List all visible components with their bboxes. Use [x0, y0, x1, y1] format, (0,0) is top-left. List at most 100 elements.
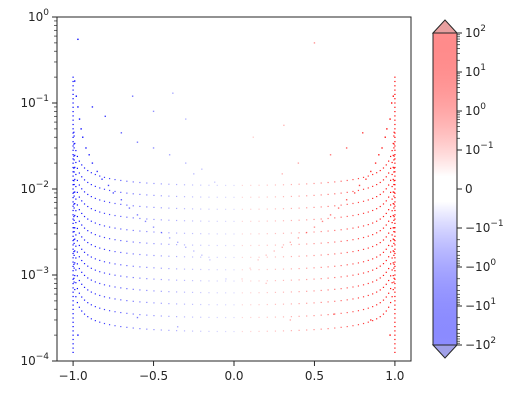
edge-point	[394, 313, 396, 315]
curve-point	[393, 155, 395, 157]
curve-point	[385, 176, 387, 178]
curve-point	[183, 303, 186, 305]
curve-point	[168, 232, 170, 234]
curve-point	[216, 196, 218, 198]
curve-point	[103, 272, 106, 274]
edge-point	[72, 80, 74, 83]
curve-point	[87, 241, 89, 244]
curve-point	[120, 215, 122, 218]
scatter-point	[249, 267, 251, 269]
data-points	[72, 38, 396, 353]
curve-point	[168, 303, 170, 305]
curve-point	[81, 310, 83, 312]
curve-point	[392, 178, 394, 181]
curve-point	[153, 302, 155, 304]
curve-point	[75, 296, 77, 298]
y-tick-label: 10−4	[20, 352, 49, 368]
curve-point	[388, 160, 390, 162]
curve-point	[391, 185, 393, 188]
curve-point	[225, 256, 227, 259]
curve-point	[320, 301, 322, 304]
scatter-point	[209, 259, 211, 261]
scatter-point	[289, 241, 292, 243]
curve-point	[391, 269, 393, 271]
curve-point	[362, 322, 365, 325]
edge-point	[394, 111, 396, 113]
edge-point	[72, 248, 74, 250]
curve-point	[87, 169, 89, 172]
edge-point	[72, 244, 74, 246]
curve-point	[75, 198, 77, 200]
curve-point	[372, 320, 374, 322]
curve-point	[393, 267, 395, 269]
y-tick-label: 10−2	[20, 180, 49, 196]
curve-point	[357, 262, 360, 264]
curve-point	[73, 167, 75, 169]
curve-point	[81, 271, 83, 273]
curve-point	[120, 287, 122, 289]
edge-point	[394, 192, 396, 194]
curve-point	[225, 280, 227, 282]
curve-point	[132, 205, 134, 207]
curve-point	[250, 184, 252, 186]
edge-point	[72, 136, 74, 138]
curve-point	[83, 263, 86, 265]
curve-point	[126, 312, 128, 314]
curve-point	[108, 310, 111, 312]
curve-point	[340, 312, 342, 314]
curve-point	[391, 296, 393, 298]
curve-point	[126, 288, 128, 290]
curve-point	[225, 292, 227, 294]
curve-point	[376, 196, 378, 198]
curve-point	[191, 208, 194, 210]
curve-point	[388, 244, 390, 247]
curve-point	[372, 258, 374, 260]
curve-point	[282, 196, 285, 198]
edge-point	[394, 197, 396, 199]
edge-point	[394, 205, 396, 207]
curve-point	[233, 280, 235, 282]
curve-point	[393, 203, 395, 205]
curve-point	[250, 220, 252, 222]
curve-point	[376, 291, 378, 293]
curve-point	[385, 236, 387, 238]
edge-point	[72, 115, 74, 117]
curve-point	[320, 206, 322, 208]
curve-point	[75, 257, 77, 259]
curve-point	[126, 229, 128, 231]
curve-point	[362, 296, 365, 298]
edge-point	[394, 295, 396, 298]
curve-point	[183, 256, 186, 258]
curve-point	[216, 269, 218, 271]
curve-point	[183, 220, 186, 222]
curve-point	[78, 220, 80, 222]
curve-point	[393, 171, 395, 173]
scatter-point	[77, 106, 79, 108]
curve-point	[108, 177, 111, 180]
curve-point	[334, 300, 336, 302]
curve-point	[208, 244, 210, 246]
curve-point	[216, 280, 218, 282]
curve-point	[390, 251, 392, 253]
curve-point	[78, 256, 80, 258]
curve-point	[146, 194, 148, 196]
curve-point	[382, 239, 385, 241]
scatter-point	[353, 192, 356, 194]
edge-point	[72, 149, 74, 151]
edge-point	[394, 76, 396, 78]
curve-point	[153, 278, 155, 280]
curve-point	[313, 231, 315, 233]
curve-point	[352, 325, 354, 327]
curve-point	[352, 227, 354, 229]
curve-point	[334, 313, 336, 315]
curve-point	[393, 242, 395, 245]
curve-point	[225, 316, 227, 319]
curve-point	[183, 268, 186, 270]
curve-point	[352, 263, 354, 265]
curve-point	[266, 268, 268, 271]
curve-point	[75, 245, 77, 247]
curve-point	[225, 304, 227, 306]
curve-point	[74, 154, 76, 156]
curve-point	[393, 207, 395, 209]
